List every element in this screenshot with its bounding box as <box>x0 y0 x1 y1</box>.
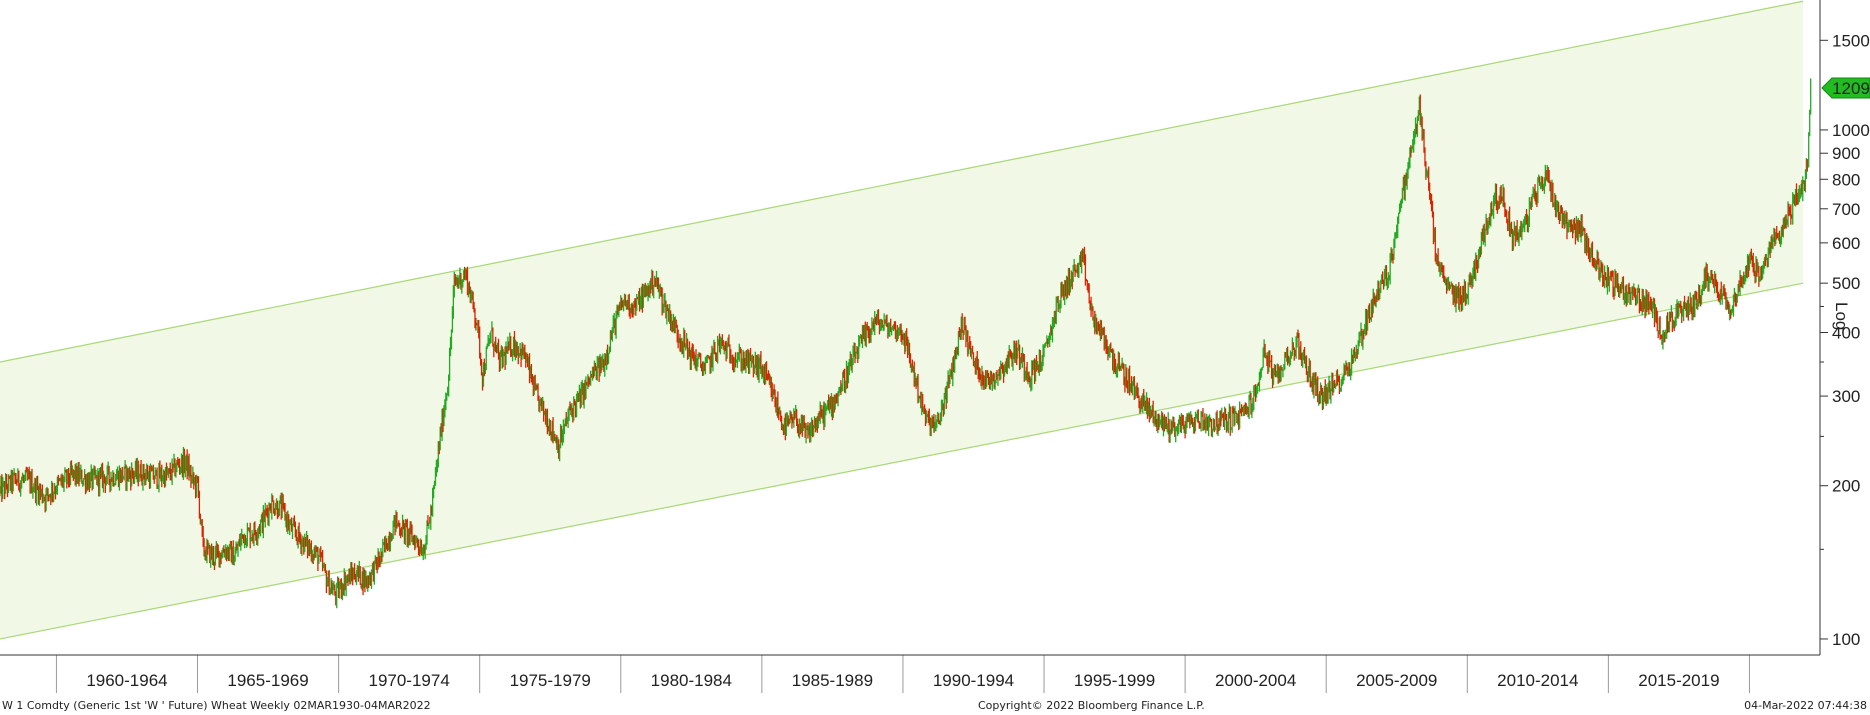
x-period-label: 1970-1974 <box>368 671 449 690</box>
y-tick-label: 700 <box>1832 200 1860 219</box>
y-tick-label: 100 <box>1832 630 1860 649</box>
period-grid <box>55 655 1750 693</box>
axes <box>0 0 1828 656</box>
x-period-label: 1985-1989 <box>792 671 873 690</box>
x-period-label: 2005-2009 <box>1356 671 1437 690</box>
x-period-label: 1975-1979 <box>510 671 591 690</box>
y-tick-label: 400 <box>1832 323 1860 342</box>
x-period-label: 2015-2019 <box>1638 671 1719 690</box>
price-series <box>0 78 1812 609</box>
y-tick-label: 800 <box>1832 170 1860 189</box>
x-period-label: 2000-2004 <box>1215 671 1296 690</box>
channel-lower-line <box>0 282 1804 640</box>
y-tick-label: 900 <box>1832 144 1860 163</box>
y-tick-label: 1500 <box>1832 31 1870 50</box>
x-period-label: 2010-2014 <box>1497 671 1578 690</box>
x-period-label: 1990-1994 <box>933 671 1014 690</box>
y-tick-label: 300 <box>1832 387 1860 406</box>
x-period-label: 1960-1964 <box>86 671 167 690</box>
y-tick-label: 200 <box>1832 477 1860 496</box>
security-description: W 1 Comdty (Generic 1st 'W ' Future) Whe… <box>2 699 431 712</box>
scale-label: Log <box>1832 302 1851 330</box>
channel-fill <box>0 1 1804 639</box>
trend-channel <box>0 0 1804 640</box>
y-tick-label: 500 <box>1832 274 1860 293</box>
axis-labels: 100 200 300 400 500 600 700 800 900 1000 1500 Log 19… <box>86 31 1870 690</box>
timestamp: 04-Mar-2022 07:44:38 <box>1744 699 1867 712</box>
last-price-badge <box>1821 77 1870 99</box>
y-tick-label: 600 <box>1832 234 1860 253</box>
channel-upper-line <box>0 0 1804 363</box>
x-period-label: 1980-1984 <box>651 671 732 690</box>
copyright-notice: Copyright© 2022 Bloomberg Finance L.P. <box>978 699 1205 712</box>
x-period-label: 1995-1999 <box>1074 671 1155 690</box>
x-period-label: 1965-1969 <box>227 671 308 690</box>
y-tick-label: 1000 <box>1832 121 1870 140</box>
last-price-label: 1209 <box>1832 79 1870 98</box>
